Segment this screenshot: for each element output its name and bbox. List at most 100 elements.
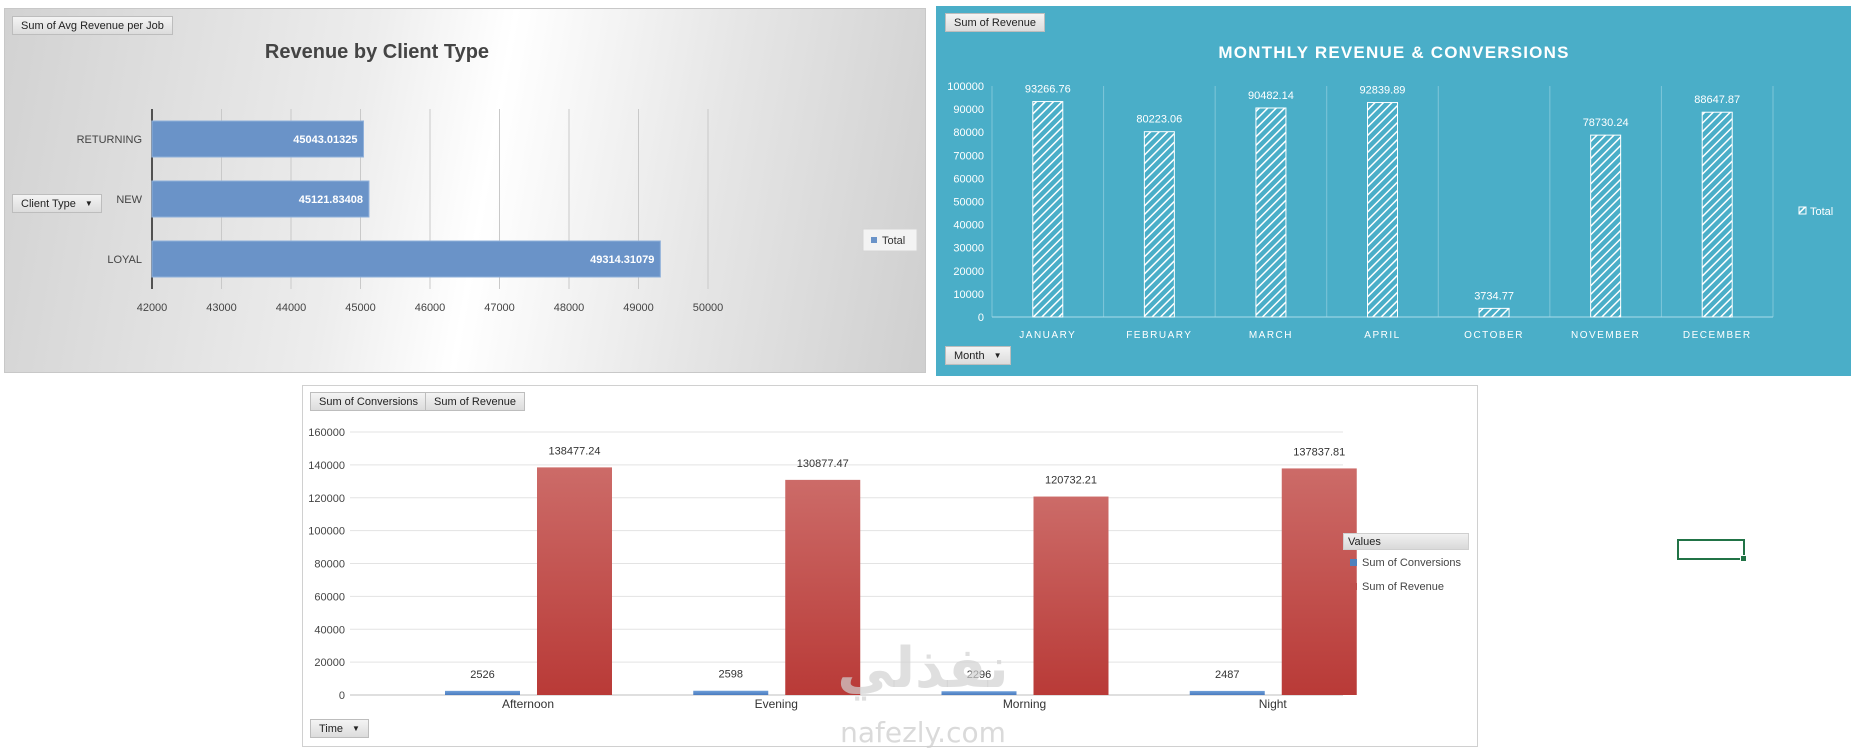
watermark-latin-text: nafezly.com: [840, 716, 1006, 749]
y-tick-label: 60000: [314, 591, 345, 603]
x-tick-label: 46000: [415, 302, 446, 314]
sum-of-conversions-field-button[interactable]: Sum of Conversions: [310, 392, 428, 411]
y-tick-label: 100000: [308, 526, 345, 538]
monthly-revenue-chart-panel[interactable]: Sum of Revenue Month ▼ MONTHLY REVENUE & …: [936, 6, 1851, 376]
revenue-bar-afternoon: [537, 467, 612, 695]
y-tick-label: 90000: [953, 104, 984, 116]
month-axis-field-button[interactable]: Month ▼: [945, 346, 1011, 365]
y-tick-label: 80000: [314, 559, 345, 571]
bar-loyal: [151, 240, 661, 278]
legend-label: Total: [1810, 206, 1833, 218]
time-axis-field-label: Time: [319, 723, 344, 735]
data-label: 49314.31079: [590, 254, 654, 266]
y-tick-label: 20000: [953, 266, 984, 278]
data-label: 93266.76: [1025, 84, 1071, 96]
time-of-day-bar-chart: 0 20000 40000 60000 80000 100000 120000 140000 1…: [308, 427, 1357, 711]
month-axis-field-label: Month: [954, 350, 985, 362]
y-tick-label: 120000: [308, 493, 345, 505]
data-label: 2598: [719, 669, 743, 681]
data-label: 92839.89: [1360, 85, 1406, 97]
data-label: 120732.21: [1045, 475, 1097, 487]
client-type-chart-panel[interactable]: Sum of Avg Revenue per Job Client Type ▼ …: [4, 8, 926, 373]
y-tick-label: 100000: [947, 81, 984, 93]
sum-of-revenue-field-button[interactable]: Sum of Revenue: [945, 13, 1045, 32]
bar-november: [1590, 134, 1622, 318]
y-tick-label: 50000: [953, 197, 984, 209]
y-tick-label: 160000: [308, 427, 345, 439]
x-tick-label: 49000: [623, 302, 654, 314]
client-type-bar-chart: Revenue by Client Type 42000 43000 44000 450…: [77, 41, 918, 314]
data-label: 2487: [1215, 669, 1239, 681]
chart-title: MONTHLY REVENUE & CONVERSIONS: [1218, 43, 1569, 62]
data-label: 88647.87: [1694, 94, 1740, 106]
category-label: Morning: [1003, 697, 1046, 711]
x-tick-label: 42000: [137, 302, 168, 314]
conversions-bar-evening: [693, 690, 769, 695]
y-tick-label: 40000: [953, 220, 984, 232]
legend-label-revenue: Sum of Revenue: [1362, 581, 1444, 593]
category-label: JANUARY: [1019, 330, 1076, 341]
legend-swatch: [1798, 206, 1807, 215]
time-of-day-chart-panel[interactable]: Sum of Conversions Sum of Revenue Time ▼ …: [302, 385, 1478, 747]
sum-of-revenue-field-button[interactable]: Sum of Revenue: [425, 392, 525, 411]
y-tick-label: 40000: [314, 624, 345, 636]
legend-label-conversions: Sum of Conversions: [1362, 557, 1462, 569]
dropdown-arrow-icon: ▼: [84, 199, 93, 208]
revenue-bar-evening: [785, 479, 861, 695]
selected-cell[interactable]: [1677, 539, 1747, 562]
legend-swatch: [871, 237, 877, 243]
dropdown-arrow-icon: ▼: [352, 724, 360, 733]
value-field-button[interactable]: Sum of Avg Revenue per Job: [12, 16, 173, 35]
data-label: 45043.01325: [293, 134, 357, 146]
legend-box: [862, 228, 918, 252]
x-tick-label: 45000: [345, 302, 376, 314]
category-label: NEW: [116, 194, 142, 206]
category-label: Evening: [755, 697, 798, 711]
category-label: MARCH: [1249, 330, 1293, 341]
data-label: 2526: [470, 669, 494, 681]
category-label: Afternoon: [502, 697, 554, 711]
conversions-bar-night: [1189, 690, 1265, 695]
data-label: 45121.83408: [299, 194, 363, 206]
bar-february: [1143, 131, 1175, 318]
data-label: 3734.77: [1474, 290, 1514, 302]
data-label: 78730.24: [1583, 117, 1629, 129]
legend-swatch-conversions: [1350, 559, 1357, 566]
legend-item-sum-of-conversions[interactable]: Sum of Conversions: [1350, 557, 1461, 569]
y-tick-label: 10000: [953, 289, 984, 301]
category-label: LOYAL: [107, 254, 142, 266]
y-tick-label: 80000: [953, 127, 984, 139]
revenue-bar-morning: [1033, 496, 1109, 695]
bar-march: [1255, 107, 1287, 318]
y-tick-label: 20000: [314, 657, 345, 669]
x-tick-label: 43000: [206, 302, 237, 314]
bar-october: [1478, 307, 1510, 318]
data-label: 137837.81: [1293, 446, 1345, 458]
nafezly-watermark: نفذلي nafezly.com: [818, 636, 1028, 754]
category-label: APRIL: [1364, 330, 1400, 341]
x-tick-label: 47000: [484, 302, 515, 314]
y-tick-label: 0: [339, 690, 345, 702]
x-tick-label: 48000: [554, 302, 585, 314]
conversions-bar-morning: [941, 691, 1017, 695]
bar-april: [1367, 102, 1398, 318]
time-axis-field-button[interactable]: Time ▼: [310, 719, 369, 738]
y-tick-label: 0: [978, 312, 984, 324]
revenue-bar-night: [1281, 468, 1357, 695]
category-label: FEBRUARY: [1126, 330, 1192, 341]
client-type-axis-field-label: Client Type: [21, 198, 76, 210]
y-tick-label: 30000: [953, 243, 984, 255]
legend-title-values: Values: [1343, 533, 1469, 550]
bar-returning: [151, 120, 364, 158]
legend-swatch-revenue: [1350, 583, 1357, 590]
legend-item-sum-of-revenue[interactable]: Sum of Revenue: [1350, 581, 1444, 593]
x-tick-label: 44000: [276, 302, 307, 314]
data-label: 138477.24: [549, 445, 601, 457]
x-tick-label: 50000: [693, 302, 724, 314]
client-type-axis-field-button[interactable]: Client Type ▼: [12, 194, 102, 213]
category-label: DECEMBER: [1683, 330, 1752, 341]
monthly-revenue-bar-chart: MONTHLY REVENUE & CONVERSIONS 0 10000 20000…: [947, 43, 1833, 341]
category-label: Night: [1259, 697, 1288, 711]
y-tick-label: 70000: [953, 150, 984, 162]
category-label: OCTOBER: [1464, 330, 1524, 341]
